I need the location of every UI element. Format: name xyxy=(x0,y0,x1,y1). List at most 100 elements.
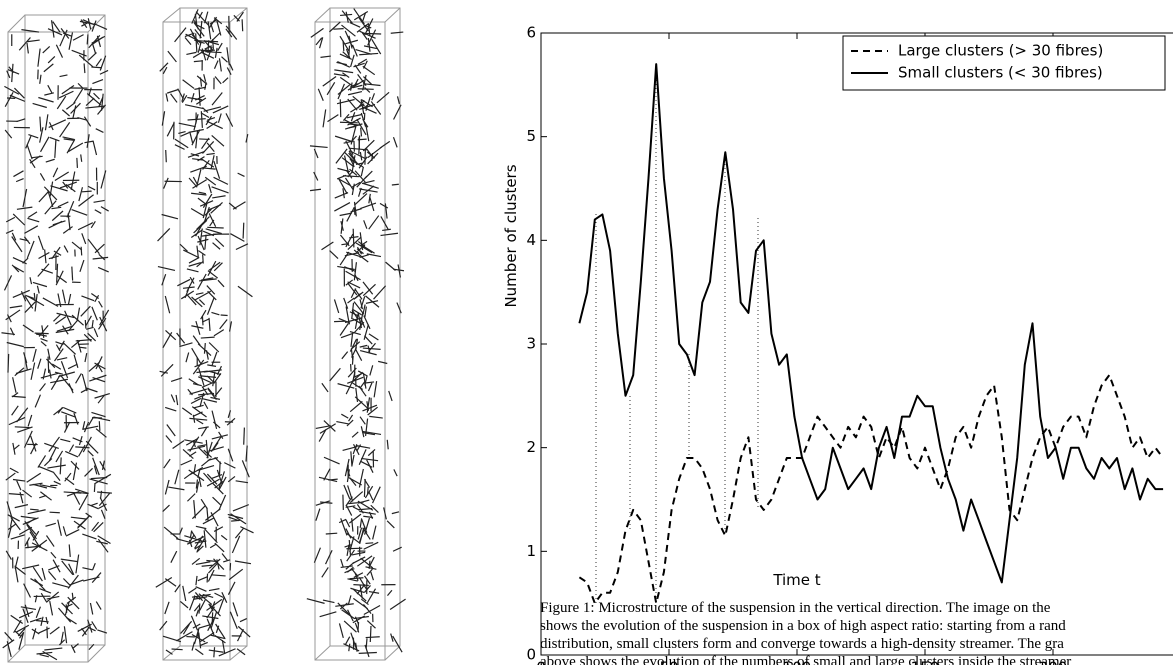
fibre xyxy=(47,189,54,208)
fibre xyxy=(162,504,170,513)
fibre xyxy=(59,181,77,189)
y-tick-label: 0 xyxy=(526,646,536,664)
fibre xyxy=(348,150,356,161)
fibre xyxy=(42,46,51,54)
fibre xyxy=(9,305,23,309)
fibre xyxy=(218,476,227,490)
fibre xyxy=(166,122,175,137)
fibre xyxy=(341,10,353,24)
fibre xyxy=(98,317,107,330)
fibre xyxy=(52,582,70,588)
fibre xyxy=(354,291,364,299)
fibre xyxy=(29,277,33,285)
fibre xyxy=(321,567,329,578)
fibre xyxy=(364,86,371,93)
fibre xyxy=(206,142,215,152)
fibre xyxy=(348,513,362,524)
fibre xyxy=(187,445,206,451)
fibre xyxy=(363,604,381,615)
fibre xyxy=(192,335,201,346)
fibre xyxy=(380,232,399,237)
fibre xyxy=(352,556,366,564)
fibre xyxy=(211,134,225,147)
fibre xyxy=(32,566,43,582)
fibre xyxy=(353,249,363,258)
fibre xyxy=(379,202,389,209)
fibre xyxy=(24,225,39,234)
fibre xyxy=(190,207,205,217)
x-tick-label: 0 xyxy=(536,659,546,665)
fibre xyxy=(50,551,57,559)
fibre xyxy=(54,348,64,362)
fibre xyxy=(356,118,367,136)
fibre xyxy=(339,323,349,336)
fibre xyxy=(202,593,214,598)
fibre xyxy=(396,302,402,314)
fibre xyxy=(241,19,244,32)
fibre xyxy=(367,146,383,159)
fibre xyxy=(339,53,353,60)
fibre xyxy=(85,387,98,393)
fibre xyxy=(343,484,351,500)
fibre xyxy=(217,596,225,615)
fibre xyxy=(170,377,183,382)
fibre xyxy=(43,458,53,467)
fibre xyxy=(349,168,358,176)
fibre xyxy=(340,558,344,568)
fibre xyxy=(214,47,218,58)
fibre xyxy=(212,442,219,451)
fibre xyxy=(5,309,21,321)
fibre xyxy=(11,405,19,416)
fibre xyxy=(360,317,366,328)
fibre xyxy=(51,206,62,210)
fibre xyxy=(227,513,244,520)
fibre xyxy=(380,216,389,230)
fibre xyxy=(78,494,89,511)
fibre xyxy=(43,63,54,73)
fibre xyxy=(39,383,46,392)
fibre xyxy=(162,66,168,75)
fibre xyxy=(64,310,72,326)
fibre xyxy=(91,20,97,32)
fibre xyxy=(321,241,334,251)
fibre xyxy=(45,591,60,603)
fibre xyxy=(14,565,19,583)
fibre xyxy=(226,417,236,426)
fibre xyxy=(38,96,54,103)
fibre xyxy=(367,152,379,165)
fibre xyxy=(202,167,216,170)
fibre xyxy=(67,213,71,231)
fibre xyxy=(87,503,99,510)
fibre xyxy=(196,75,208,85)
fibre xyxy=(39,116,42,132)
fibre xyxy=(346,532,361,544)
fibre xyxy=(163,526,179,540)
fibre xyxy=(348,35,353,49)
fibre xyxy=(214,456,222,465)
fibre xyxy=(5,229,14,234)
fibre xyxy=(329,367,341,382)
fibre xyxy=(62,226,73,234)
fibre xyxy=(194,544,202,550)
fibre xyxy=(359,52,379,56)
fibre xyxy=(235,243,249,251)
fibre xyxy=(315,37,323,46)
fibre xyxy=(93,328,99,338)
fibre xyxy=(7,525,12,538)
fibre xyxy=(345,561,355,570)
fibre xyxy=(180,290,195,300)
fibre xyxy=(15,566,26,575)
fibre xyxy=(243,427,245,445)
fibre xyxy=(209,219,215,227)
fibre xyxy=(341,413,349,419)
fibre xyxy=(27,211,38,219)
fibre xyxy=(318,476,338,483)
fibre xyxy=(218,471,225,489)
fibre xyxy=(363,324,369,340)
fibre xyxy=(200,641,208,647)
fibre xyxy=(347,79,365,91)
fibre xyxy=(182,286,195,289)
fibre xyxy=(366,459,374,473)
fibre xyxy=(208,588,220,592)
fibre xyxy=(191,634,206,643)
